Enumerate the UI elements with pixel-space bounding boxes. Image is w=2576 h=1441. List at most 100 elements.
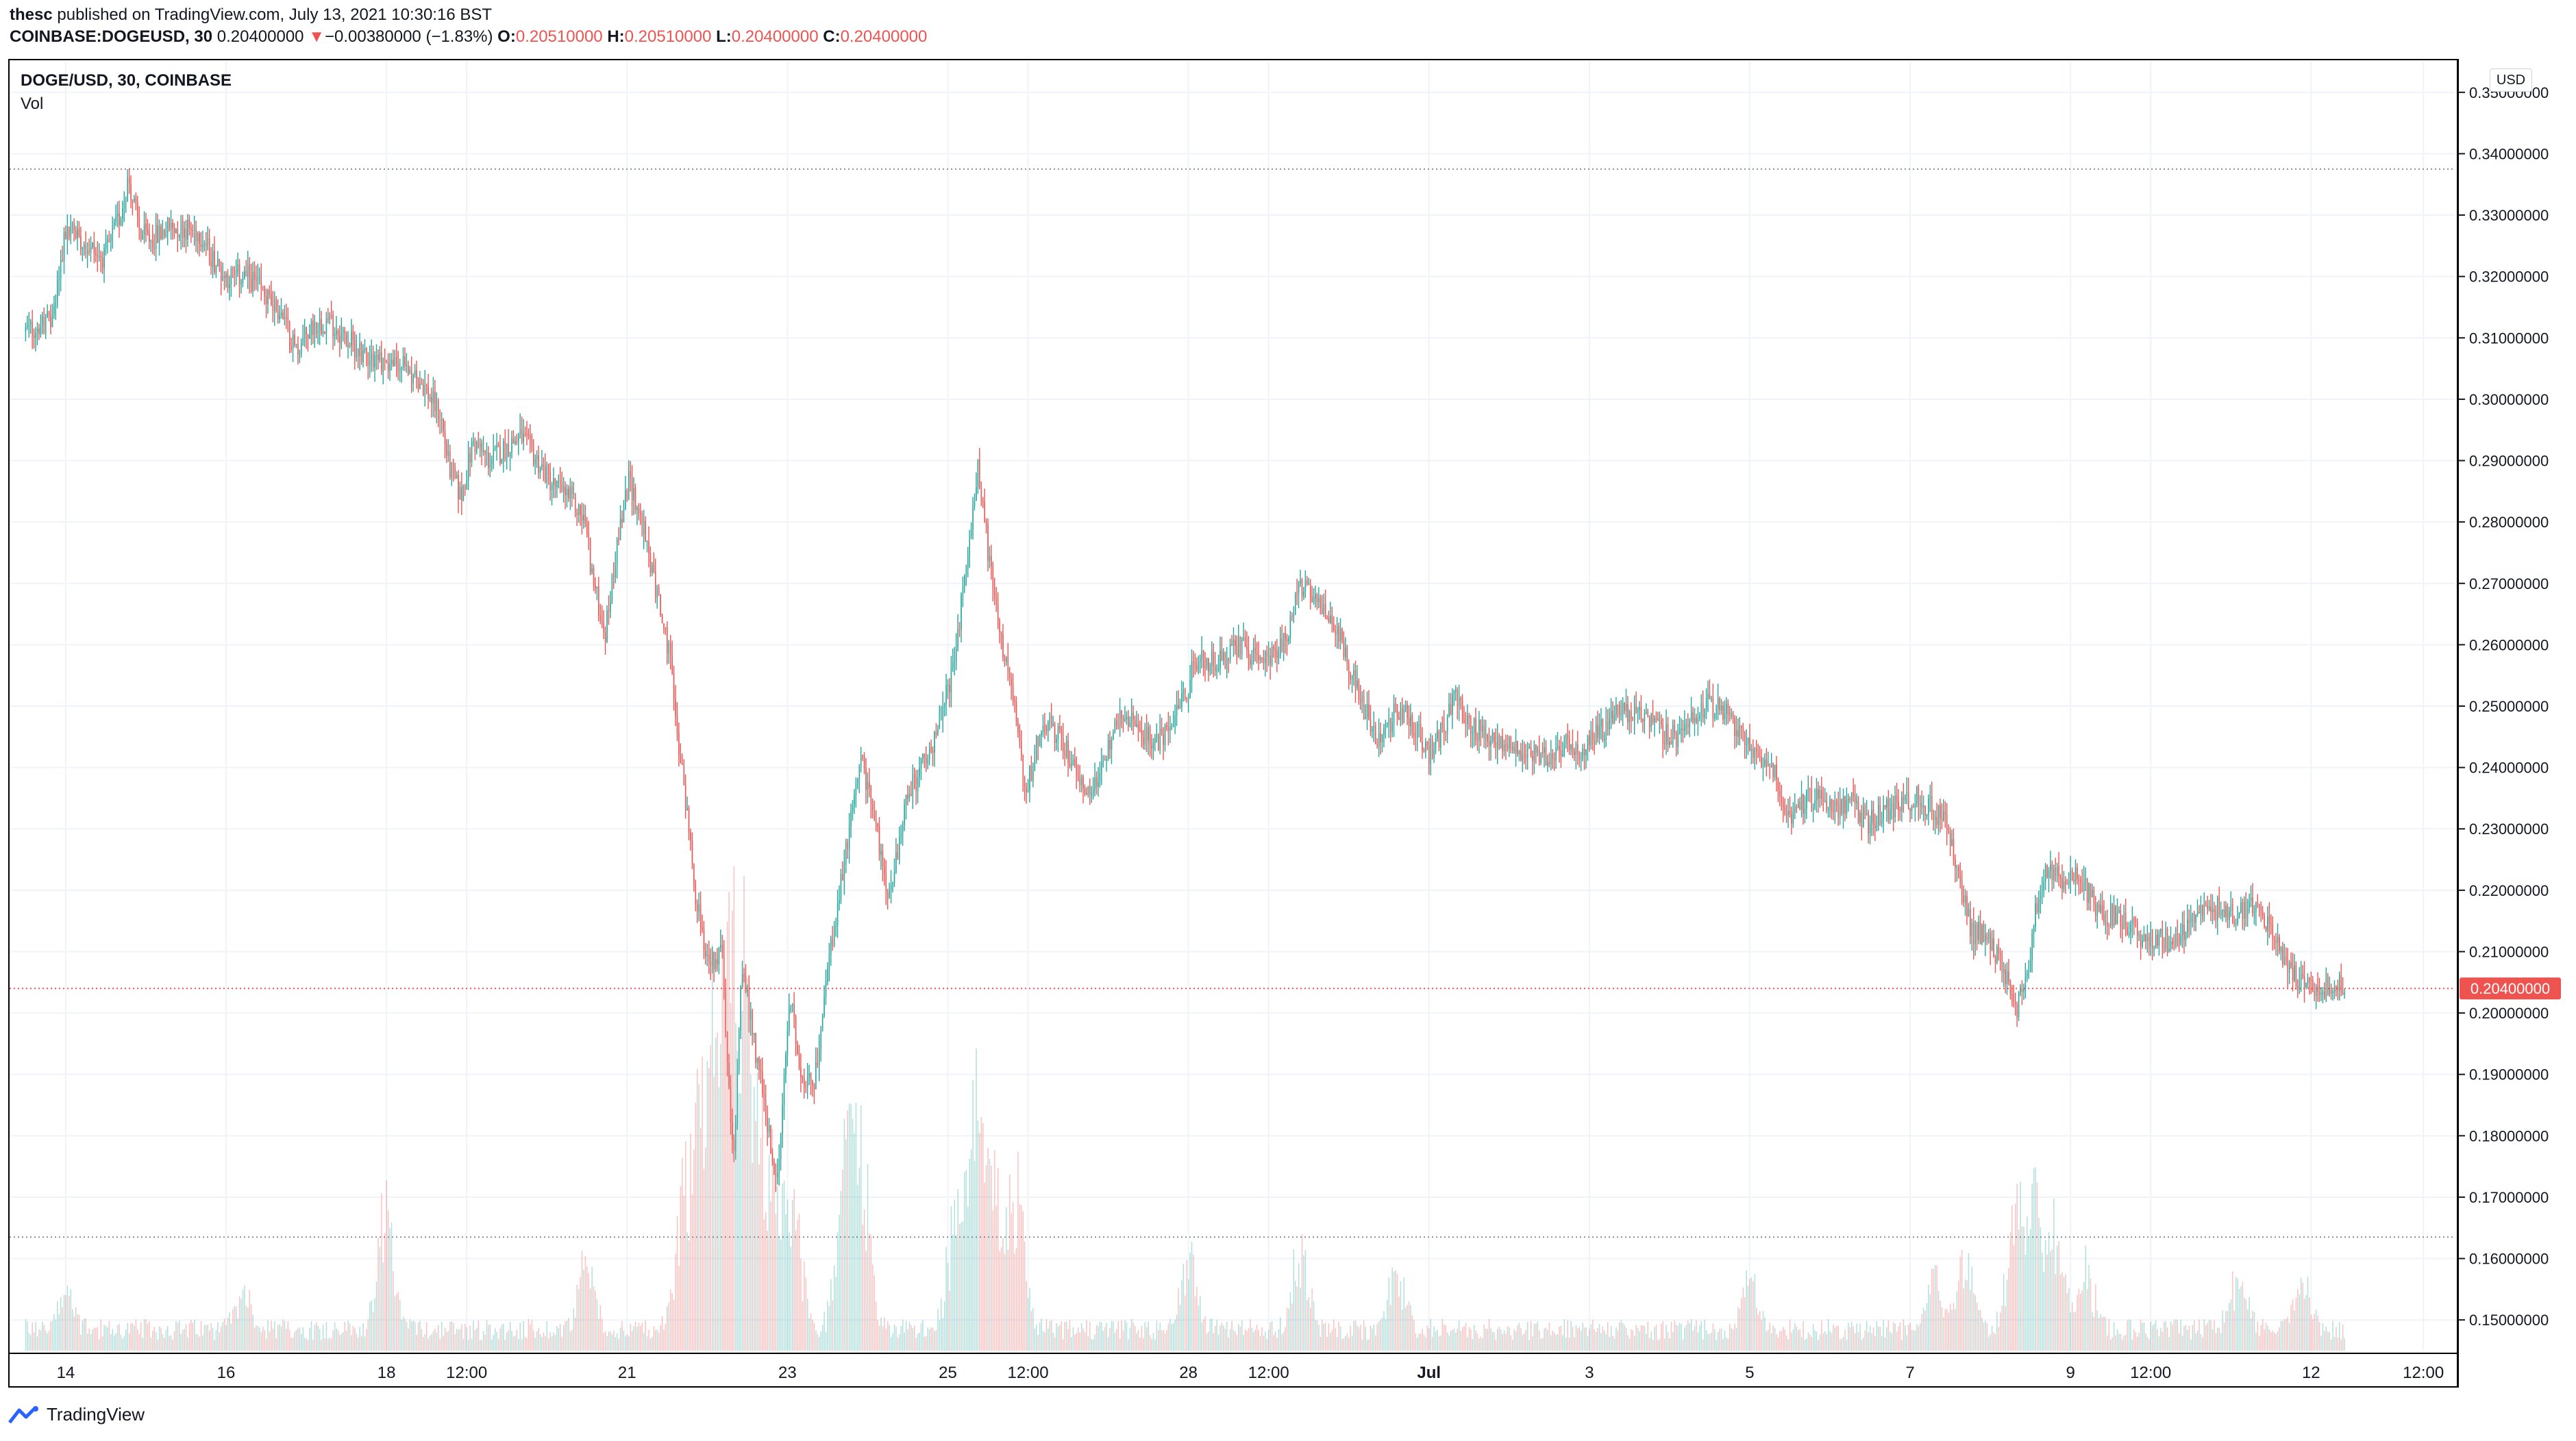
- candle-body: [961, 594, 962, 629]
- volume-bar: [571, 1329, 573, 1351]
- candle-body: [1403, 709, 1405, 723]
- candle-body: [382, 358, 384, 372]
- candle-body: [1742, 727, 1744, 733]
- currency-button[interactable]: USD: [2490, 68, 2532, 92]
- volume-bar: [2203, 1319, 2205, 1351]
- candle-body: [1986, 935, 1988, 940]
- candle-body: [2192, 913, 2194, 916]
- candle-body: [596, 586, 598, 589]
- candle-body: [789, 1007, 790, 1031]
- candle-body: [1976, 924, 1978, 940]
- candle-body: [668, 642, 670, 654]
- volume-bar: [493, 1334, 495, 1351]
- volume-bar: [518, 1339, 519, 1351]
- candle-body: [1089, 786, 1091, 796]
- volume-bar: [1206, 1333, 1208, 1351]
- volume-bar: [511, 1331, 512, 1351]
- volume-bar: [2115, 1335, 2116, 1351]
- volume-bar: [1792, 1329, 1794, 1351]
- candle-body: [443, 419, 444, 431]
- candle-body: [43, 316, 45, 334]
- candle-body: [274, 299, 275, 312]
- candle-body: [1650, 714, 1652, 727]
- volume-bar: [60, 1296, 62, 1351]
- candle-body: [1341, 629, 1343, 640]
- volume-bar: [1609, 1336, 1610, 1351]
- candle-body: [1129, 722, 1131, 727]
- candle-body: [989, 555, 991, 561]
- candle-body: [2096, 903, 2098, 916]
- candle-body: [1065, 740, 1067, 757]
- volume-bar: [2245, 1299, 2247, 1351]
- candle-body: [1602, 719, 1604, 740]
- volume-bar: [882, 1326, 884, 1351]
- candle-body: [240, 283, 242, 284]
- tradingview-branding[interactable]: TradingView: [8, 1404, 145, 1425]
- candle-body: [1280, 638, 1281, 656]
- candle-body: [2200, 905, 2202, 914]
- candle-body: [758, 1057, 760, 1070]
- volume-bar: [556, 1326, 558, 1351]
- candle-body: [645, 521, 646, 542]
- candle-body: [327, 318, 329, 320]
- volume-bar: [1398, 1296, 1400, 1351]
- volume-bar: [1555, 1335, 1557, 1351]
- volume-bar: [1500, 1329, 1502, 1351]
- candle-body: [519, 428, 521, 435]
- candle-body: [101, 258, 103, 268]
- volume-bar: [1985, 1320, 1986, 1351]
- candle-body: [1600, 719, 1602, 727]
- volume-bar: [1934, 1264, 1936, 1351]
- candle-body: [2011, 994, 2013, 1000]
- volume-bar: [1979, 1310, 1981, 1351]
- volume-bar: [1285, 1327, 1286, 1351]
- volume-bar: [1720, 1328, 1722, 1351]
- candle-body: [340, 332, 343, 344]
- candle-body: [1572, 744, 1574, 752]
- candle-body: [2165, 928, 2166, 949]
- candle-body: [137, 203, 138, 217]
- candle-body: [1959, 877, 1961, 881]
- candle-body: [1859, 813, 1861, 823]
- candle-body: [536, 455, 538, 459]
- volume-bar: [711, 944, 713, 1351]
- candle-body: [665, 627, 667, 629]
- candle-body: [783, 1075, 785, 1105]
- candle-body: [1148, 727, 1149, 741]
- candle-body: [2218, 897, 2220, 916]
- volume-bar: [1976, 1302, 1978, 1351]
- volume-bar: [462, 1338, 465, 1351]
- candle-body: [797, 1044, 798, 1054]
- volume-bar: [1080, 1323, 1082, 1351]
- candle-body: [1756, 747, 1757, 752]
- candle-body: [1173, 725, 1174, 727]
- candle-body: [2233, 920, 2235, 925]
- volume-bar: [521, 1339, 523, 1351]
- volume-indicator-label[interactable]: Vol: [21, 95, 44, 113]
- candle-body: [40, 326, 42, 335]
- volume-bar: [481, 1340, 482, 1351]
- candle-body: [1011, 678, 1012, 685]
- candle-body: [2342, 992, 2344, 994]
- volume-bar: [125, 1329, 127, 1351]
- candle-body: [147, 229, 149, 234]
- volume-bar: [1231, 1320, 1233, 1351]
- candle-body: [1585, 749, 1587, 756]
- volume-bar: [128, 1333, 130, 1351]
- volume-bar: [242, 1289, 244, 1351]
- volume-bar: [1734, 1323, 1735, 1351]
- volume-bar: [1174, 1319, 1176, 1351]
- volume-bar: [1800, 1336, 1803, 1351]
- volume-bar: [394, 1296, 396, 1351]
- candle-body: [2033, 926, 2035, 934]
- volume-bar: [1794, 1323, 1796, 1351]
- volume-bar: [316, 1322, 317, 1351]
- volume-bar: [249, 1290, 251, 1351]
- chart-frame[interactable]: [8, 59, 2458, 1388]
- candle-body: [325, 318, 327, 334]
- volume-bar: [1742, 1287, 1744, 1351]
- candle-body: [456, 475, 458, 478]
- volume-bar: [2015, 1203, 2016, 1351]
- volume-bar: [367, 1319, 369, 1351]
